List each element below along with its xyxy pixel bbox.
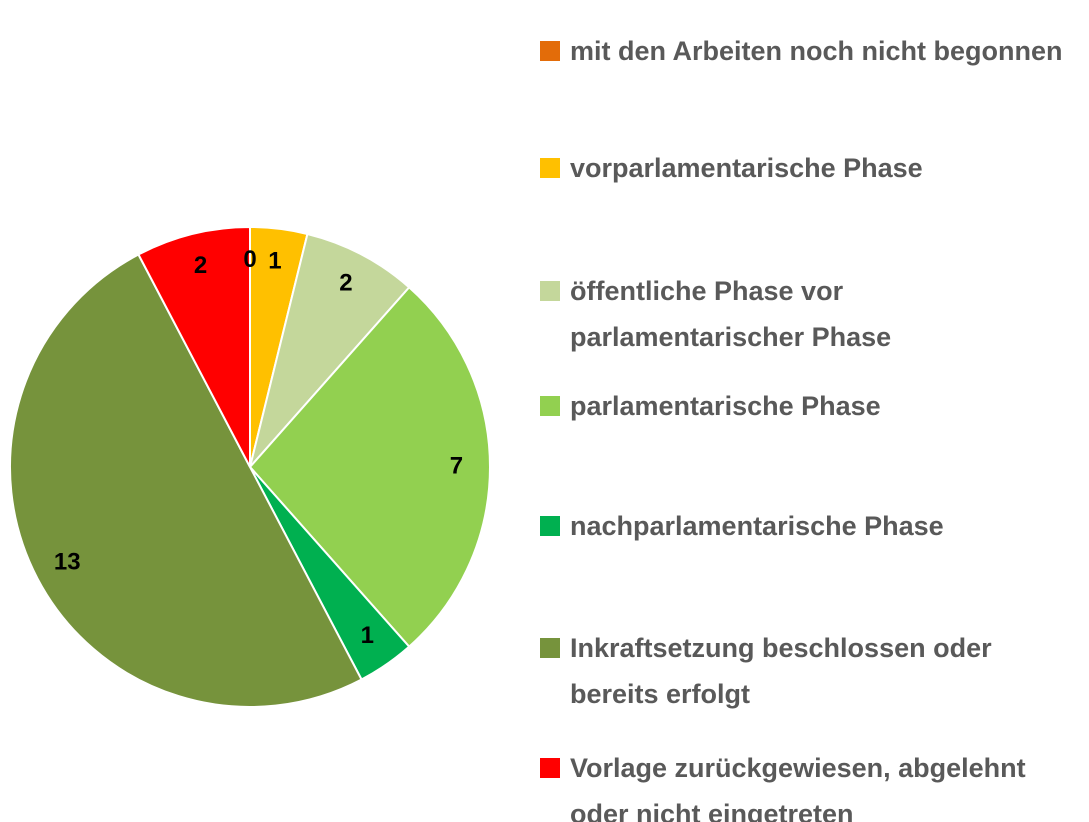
- legend-swatch: [540, 516, 560, 536]
- data-label: 2: [339, 270, 352, 297]
- data-label: 13: [54, 548, 81, 575]
- data-label: 7: [450, 452, 463, 479]
- legend-entry: mit den Arbeiten noch nicht begonnen: [540, 28, 1080, 74]
- pie-slice: [249, 232, 411, 468]
- legend-label: mit den Arbeiten noch nicht begonnen: [570, 36, 1063, 66]
- pie-slice: [8, 253, 363, 709]
- legend-entry: nachparlamentarische Phase: [540, 503, 1080, 549]
- legend-entry: öffentliche Phase vor parlamentarischer …: [540, 268, 1080, 360]
- legend-entry: parlamentarische Phase: [540, 383, 1080, 429]
- legend-label: Vorlage zurückgewiesen, abgelehnt oder n…: [570, 753, 1026, 822]
- legend-entry: Vorlage zurückgewiesen, abgelehnt oder n…: [540, 745, 1080, 822]
- legend-entry: Inkraftsetzung beschlossen oder bereits …: [540, 625, 1080, 717]
- legend-label: nachparlamentarische Phase: [570, 511, 944, 541]
- data-label: 1: [361, 622, 374, 649]
- data-label: 2: [194, 252, 207, 279]
- legend-label: vorparlamentarische Phase: [570, 153, 923, 183]
- legend-entry: vorparlamentarische Phase: [540, 145, 1080, 191]
- pie-slice: [248, 285, 491, 649]
- data-label: 1: [268, 247, 281, 274]
- legend-swatch: [540, 758, 560, 778]
- legend-swatch: [540, 638, 560, 658]
- legend-swatch: [540, 41, 560, 61]
- legend-label: parlamentarische Phase: [570, 391, 881, 421]
- legend-label: Inkraftsetzung beschlossen oder bereits …: [570, 633, 992, 709]
- legend-label: öffentliche Phase vor parlamentarischer …: [570, 276, 892, 352]
- pie-slice: [137, 225, 251, 468]
- legend-swatch: [540, 158, 560, 178]
- legend-swatch: [540, 281, 560, 301]
- data-label: 0: [243, 246, 256, 273]
- legend-swatch: [540, 396, 560, 416]
